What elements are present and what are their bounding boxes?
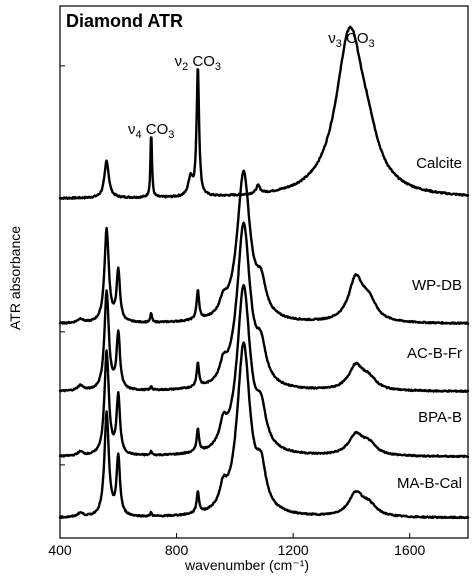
series-line-ac-b-fr [58,221,470,393]
series-label: WP-DB [412,277,462,294]
y-ticks [60,65,65,466]
series-labels: Calcite WP-DB AC-B-Fr BPA-B MA-B-Cal [397,155,462,492]
x-tick-label: 1200 [278,542,309,558]
spectra-traces [58,25,470,520]
chart-title: Diamond ATR [66,11,183,31]
x-axis-label: wavenumber (cm⁻¹) [184,557,309,573]
x-ticks: 400 800 1200 1600 [48,533,425,558]
band-annotations: ν4 CO3 ν2 CO3 ν3 CO3 [128,30,375,141]
series-line-calcite [58,25,470,200]
series-label: Calcite [416,155,462,172]
y-axis-label: ATR absorbance [7,226,23,330]
plot-frame [59,5,469,539]
x-tick-label: 800 [165,542,189,558]
series-line-bpa-b [58,284,470,459]
series-line-ma-b-cal [58,341,470,520]
series-label: BPA-B [418,409,462,426]
series-label: AC-B-Fr [407,345,462,362]
series-label: MA-B-Cal [397,475,462,492]
band-annotation: ν3 CO3 [328,30,374,50]
band-annotation: ν4 CO3 [128,121,174,141]
band-annotation: ν2 CO3 [175,53,221,73]
x-tick-label: 400 [48,542,72,558]
x-tick-label: 1600 [394,542,425,558]
series-line-wp-db [58,169,470,325]
